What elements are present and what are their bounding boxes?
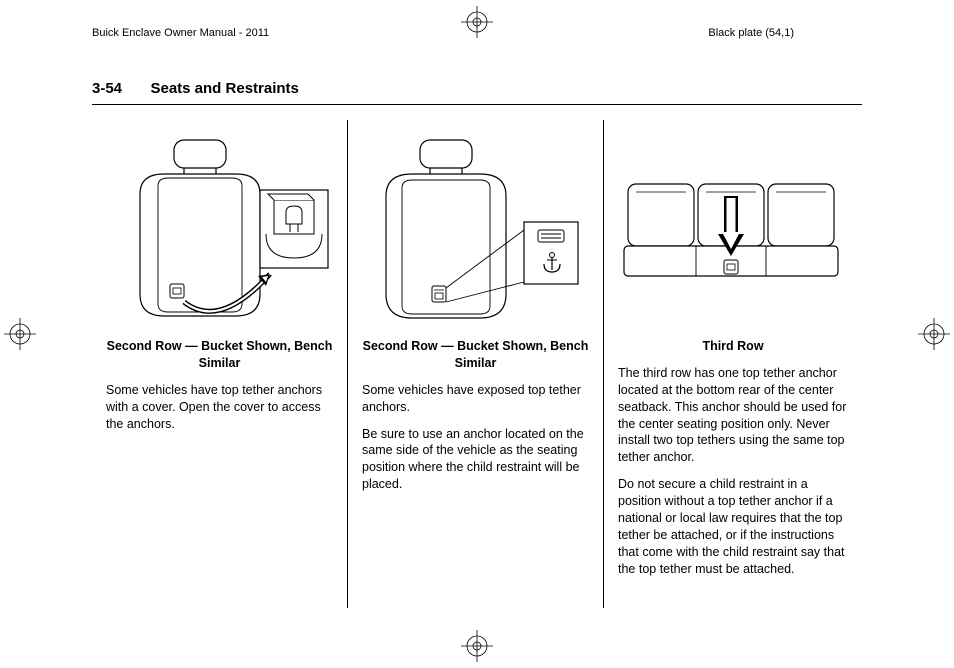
figure-caption: Third Row <box>618 338 848 355</box>
paragraph: Be sure to use an anchor located on the … <box>362 426 589 494</box>
page-heading: 3-54 Seats and Restraints <box>92 80 862 105</box>
figure-caption: Second Row — Bucket Shown, Bench Similar <box>362 338 589 372</box>
paragraph: Some vehicles have top tether anchors wi… <box>106 382 333 433</box>
plate-label: Black plate (54,1) <box>708 27 794 39</box>
figure-third-row <box>618 134 848 324</box>
paragraph: Some vehicles have exposed top tether an… <box>362 382 589 416</box>
paragraph: The third row has one top tether anchor … <box>618 365 848 466</box>
section-title: Seats and Restraints <box>150 80 298 97</box>
registration-mark-right <box>918 318 950 350</box>
figure-caption: Second Row — Bucket Shown, Bench Similar <box>106 338 333 372</box>
content-columns: Second Row — Bucket Shown, Bench Similar… <box>92 120 862 608</box>
registration-mark-bottom <box>461 630 493 662</box>
column-1: Second Row — Bucket Shown, Bench Similar… <box>92 120 347 608</box>
registration-mark-left <box>4 318 36 350</box>
figure-second-row-exposed <box>362 134 589 324</box>
column-2: Second Row — Bucket Shown, Bench Similar… <box>347 120 603 608</box>
manual-title: Buick Enclave Owner Manual - 2011 <box>92 27 269 39</box>
registration-mark-top <box>461 6 493 38</box>
page-number: 3-54 <box>92 80 122 97</box>
column-3: Third Row The third row has one top teth… <box>603 120 862 608</box>
paragraph: Do not secure a child restraint in a pos… <box>618 476 848 577</box>
figure-second-row-covered <box>106 134 333 324</box>
